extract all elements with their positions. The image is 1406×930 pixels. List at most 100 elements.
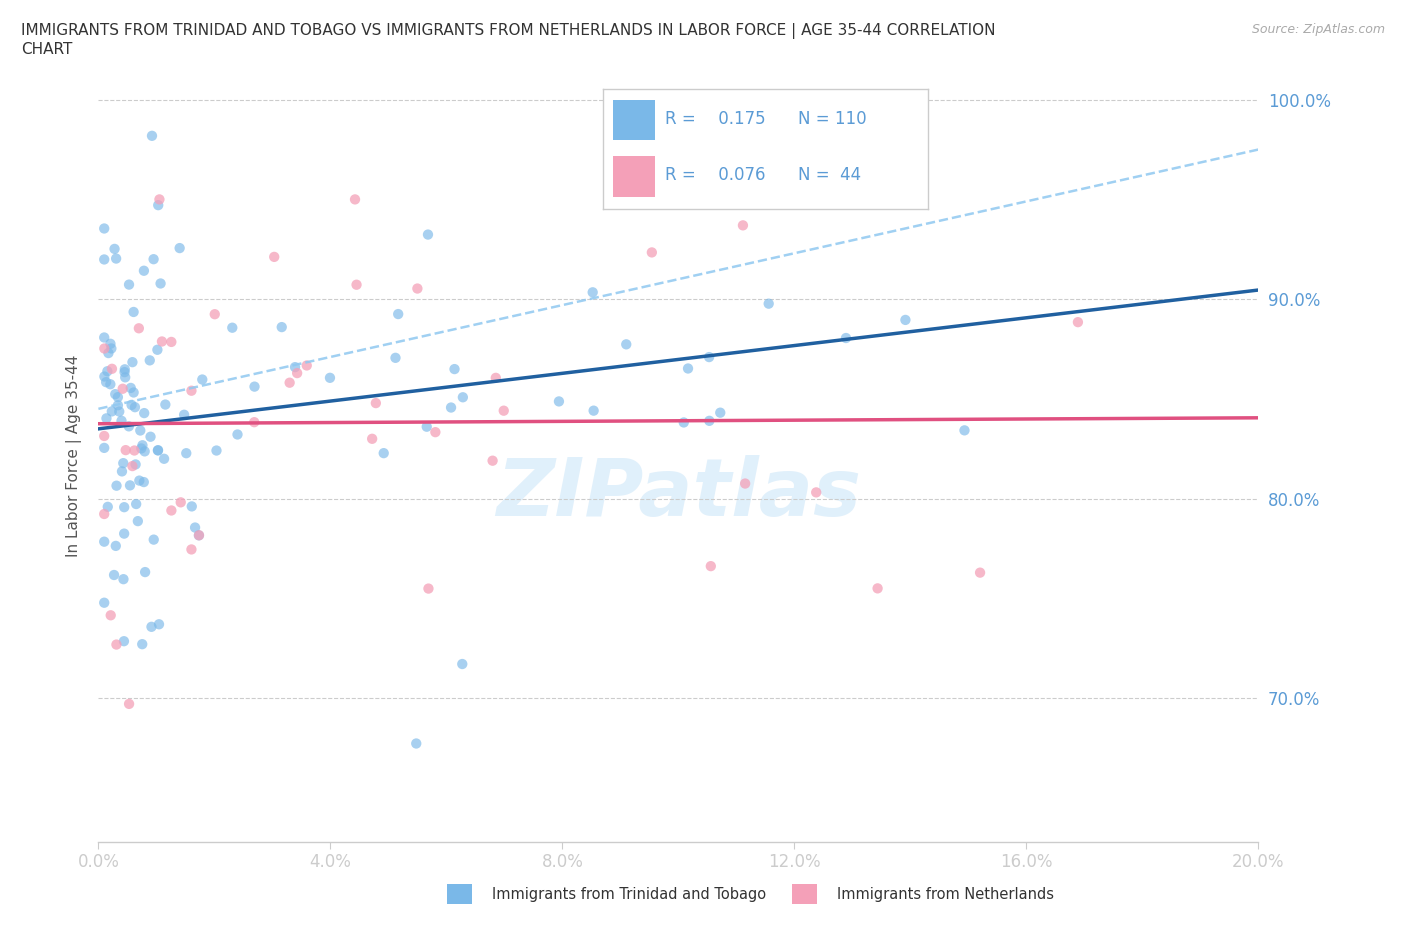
- Point: [132, 263, 155, 278]
- Point: [120, 380, 142, 395]
- Point: [731, 218, 754, 232]
- Point: [582, 285, 605, 299]
- Point: [128, 321, 150, 336]
- Point: [614, 337, 637, 352]
- Point: [142, 532, 165, 547]
- Point: [148, 192, 170, 206]
- Point: [173, 407, 195, 422]
- Point: [278, 376, 301, 391]
- Point: [134, 565, 156, 579]
- Point: [121, 458, 143, 473]
- Point: [118, 478, 141, 493]
- Point: [111, 381, 134, 396]
- Point: [361, 432, 384, 446]
- Point: [1067, 314, 1090, 329]
- Point: [180, 542, 202, 557]
- Point: [134, 405, 156, 420]
- Point: [142, 252, 165, 267]
- Point: [93, 369, 115, 384]
- Point: [107, 398, 129, 413]
- Point: [105, 637, 128, 652]
- Point: [97, 499, 120, 514]
- Point: [93, 252, 115, 267]
- Point: [346, 277, 368, 292]
- Point: [697, 350, 720, 365]
- Point: [709, 405, 731, 420]
- Point: [243, 379, 266, 394]
- Point: [700, 559, 723, 574]
- Point: [221, 320, 243, 335]
- Point: [373, 445, 395, 460]
- Point: [112, 526, 135, 541]
- Point: [141, 128, 163, 143]
- Point: [124, 457, 146, 472]
- Point: [114, 362, 136, 377]
- Point: [953, 423, 976, 438]
- Point: [122, 385, 145, 400]
- Point: [343, 192, 366, 206]
- Point: [205, 443, 228, 458]
- Point: [118, 697, 141, 711]
- Point: [672, 415, 695, 430]
- Point: [105, 251, 128, 266]
- Point: [285, 365, 308, 380]
- Point: [699, 413, 721, 428]
- Point: [131, 637, 153, 652]
- Text: ZIPatlas: ZIPatlas: [496, 456, 860, 533]
- Point: [226, 427, 249, 442]
- Point: [93, 507, 115, 522]
- Point: [121, 397, 143, 412]
- Point: [114, 443, 136, 458]
- Point: [284, 360, 307, 375]
- Point: [132, 474, 155, 489]
- Point: [124, 400, 146, 415]
- Point: [835, 330, 858, 345]
- Point: [734, 476, 756, 491]
- Point: [440, 400, 463, 415]
- Point: [112, 499, 135, 514]
- Point: [93, 330, 115, 345]
- Point: [139, 430, 162, 445]
- Point: [134, 444, 156, 458]
- Point: [93, 429, 115, 444]
- Point: [828, 92, 851, 107]
- Point: [101, 362, 124, 377]
- Point: [100, 337, 122, 352]
- Text: IMMIGRANTS FROM TRINIDAD AND TOBAGO VS IMMIGRANTS FROM NETHERLANDS IN LABOR FORC: IMMIGRANTS FROM TRINIDAD AND TOBAGO VS I…: [21, 23, 995, 39]
- Point: [416, 227, 439, 242]
- Point: [103, 567, 125, 582]
- Point: [548, 394, 571, 409]
- Point: [153, 451, 176, 466]
- Point: [122, 304, 145, 319]
- Point: [180, 383, 202, 398]
- Point: [188, 528, 211, 543]
- Point: [160, 335, 183, 350]
- Point: [114, 370, 136, 385]
- Point: [243, 415, 266, 430]
- Point: [111, 464, 134, 479]
- Text: Source: ZipAtlas.com: Source: ZipAtlas.com: [1251, 23, 1385, 36]
- Point: [406, 281, 429, 296]
- Point: [155, 397, 177, 412]
- Point: [125, 497, 148, 512]
- Point: [641, 245, 664, 259]
- Point: [295, 358, 318, 373]
- Point: [676, 361, 699, 376]
- Point: [481, 453, 503, 468]
- Point: [128, 473, 150, 488]
- Point: [364, 395, 387, 410]
- Point: [118, 418, 141, 433]
- Point: [96, 364, 118, 379]
- Point: [97, 346, 120, 361]
- Point: [103, 242, 125, 257]
- Point: [139, 352, 162, 367]
- Point: [146, 342, 169, 357]
- Point: [104, 387, 127, 402]
- Point: [110, 413, 132, 428]
- Point: [894, 312, 917, 327]
- Point: [492, 404, 515, 418]
- Point: [93, 534, 115, 549]
- Point: [416, 419, 439, 434]
- Point: [866, 581, 889, 596]
- Point: [184, 520, 207, 535]
